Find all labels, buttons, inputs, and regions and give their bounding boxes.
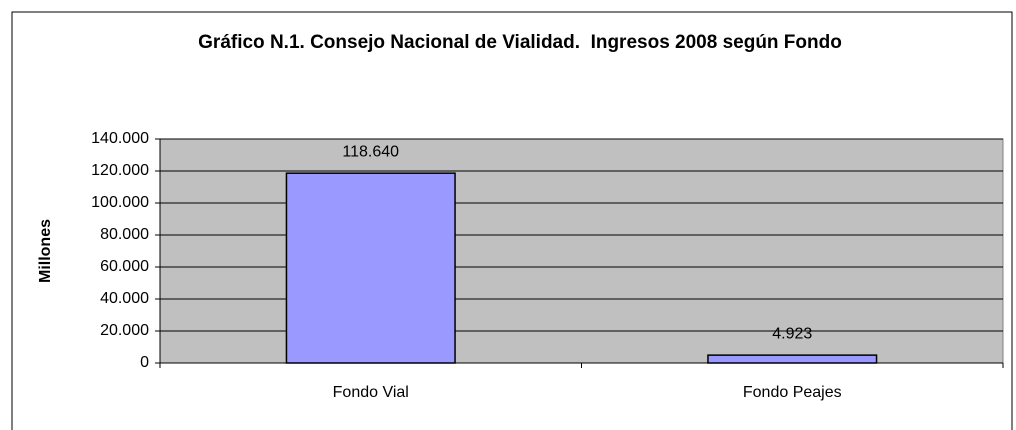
bar	[707, 354, 878, 364]
y-tick-label: 60.000	[100, 258, 149, 275]
x-tick-label: Fondo Vial	[333, 384, 409, 401]
y-tick-label: 100.000	[91, 194, 149, 211]
y-tick-label: 80.000	[100, 226, 149, 243]
y-tick-label: 120.000	[91, 162, 149, 179]
y-tick-label: 0	[140, 354, 149, 371]
y-tick-label: 20.000	[100, 322, 149, 339]
y-axis-label: Millones	[37, 219, 54, 283]
bar	[285, 172, 456, 364]
chart-title: Gráfico N.1. Consejo Nacional de Vialida…	[198, 32, 842, 53]
y-tick-label: 140.000	[91, 130, 149, 147]
data-label: 4.923	[772, 325, 812, 342]
x-tick-label: Fondo Peajes	[743, 384, 842, 401]
data-label: 118.640	[342, 143, 399, 160]
y-tick-label: 40.000	[100, 290, 149, 307]
